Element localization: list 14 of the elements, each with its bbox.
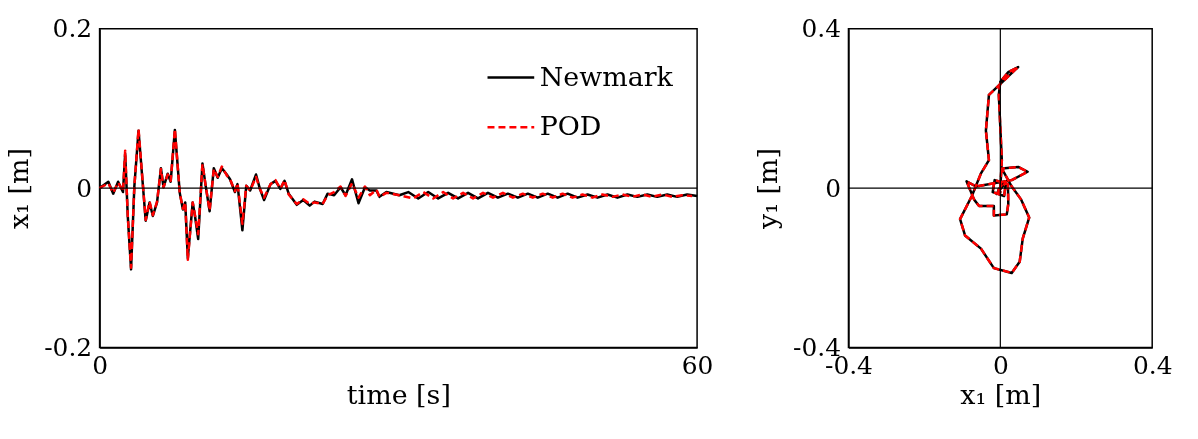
y-tick-label: -0.2 <box>44 332 93 362</box>
x-tick-label: 0 <box>992 350 1009 380</box>
x-tick-label: 0.4 <box>1132 350 1173 380</box>
x-axis-title: time [s] <box>346 378 451 410</box>
y-axis-title: y₁ [m] <box>752 148 784 231</box>
legend-label: Newmark <box>539 60 674 92</box>
y-tick-label: 0 <box>825 173 841 203</box>
x-axis-title: x₁ [m] <box>960 378 1042 410</box>
y-tick-label: 0.4 <box>801 14 841 44</box>
y-tick-label: 0 <box>76 173 93 203</box>
y-tick-label: 0.2 <box>52 14 93 44</box>
y-axis-title: x₁ [m] <box>3 148 35 230</box>
legend-label: POD <box>539 110 602 142</box>
x-tick-label: 60 <box>681 350 714 380</box>
